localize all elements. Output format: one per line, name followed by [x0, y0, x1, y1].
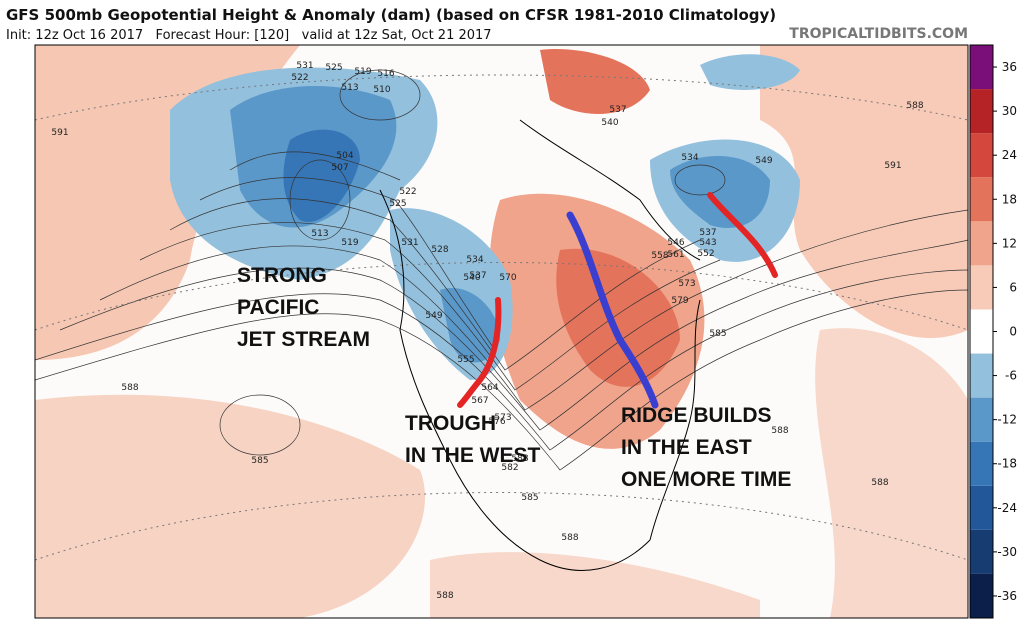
- colorbar-tick-label: -18: [997, 457, 1017, 471]
- colorbar-tick-label: 36: [1002, 60, 1017, 74]
- map-area: 531 525 519 516 522 513 510 504 507 513 519 522 525 5…: [35, 45, 968, 618]
- graticule: [35, 74, 968, 561]
- colorbar-band: [970, 353, 993, 398]
- contour-label: 588: [561, 533, 578, 543]
- contour-label: 510: [373, 85, 390, 95]
- contour-label: 525: [389, 199, 406, 209]
- contour-label: 591: [51, 128, 68, 138]
- contour-label: 576: [488, 417, 505, 427]
- contour-label: 585: [251, 456, 268, 466]
- colorbar-band: [970, 529, 993, 574]
- colorbar-tick-label: 0: [1009, 325, 1017, 339]
- annotation-text: JET STREAM: [237, 328, 370, 351]
- colorbar-tick-label: 30: [1002, 104, 1017, 118]
- colorbar-band: [970, 485, 993, 530]
- contour-label: 525: [325, 63, 342, 73]
- trough-axis-line: [457, 297, 502, 408]
- contour-label: 570: [499, 273, 516, 283]
- colorbar-tick-label: -36: [997, 589, 1017, 603]
- contour-label: 549: [755, 156, 772, 166]
- colorbar-tick-label: -12: [997, 413, 1017, 427]
- colorbar-band: [970, 133, 993, 178]
- contour-label: 588: [771, 426, 788, 436]
- colorbar-tick-label: 18: [1002, 192, 1017, 206]
- contour-label: 543: [699, 238, 716, 248]
- annotation-text: TROUGH: [405, 412, 496, 435]
- contour-label: 582: [501, 463, 518, 473]
- annotation-text: IN THE EAST: [621, 436, 752, 459]
- contour-label: 504: [336, 151, 353, 161]
- contour-label: 588: [871, 478, 888, 488]
- contour-label: 558: [651, 251, 668, 261]
- colorbar-tick-label: -6: [1005, 369, 1017, 383]
- coastlines: [379, 119, 701, 571]
- colorbar-tick-label: 6: [1009, 280, 1017, 294]
- contour-label: 555: [457, 355, 474, 365]
- contour-label: 573: [678, 279, 695, 289]
- contour-label: 516: [377, 69, 394, 79]
- contour-label: 522: [399, 187, 416, 197]
- contour-label: 537: [469, 271, 486, 281]
- contour-label: 588: [906, 101, 923, 111]
- map-subtitle: Init: 12z Oct 16 2017 Forecast Hour: [12…: [6, 28, 492, 43]
- contour-label: 585: [709, 329, 726, 339]
- contour-label: 537: [609, 105, 626, 115]
- height-contours: [35, 69, 968, 471]
- colorbar-band: [970, 441, 993, 486]
- contour-label: 588: [511, 454, 528, 464]
- contour-label: 567: [471, 396, 488, 406]
- contour-label: 552: [697, 249, 714, 259]
- contour-label: 549: [425, 311, 442, 321]
- ridge-axis-line: [566, 211, 659, 409]
- colorbar-band: [970, 573, 993, 618]
- colorbar-band: [970, 397, 993, 442]
- colorbar-band: [970, 89, 993, 134]
- trough-axis-line: [707, 192, 778, 278]
- annotation-text: PACIFIC: [237, 296, 319, 319]
- colorbar-band: [970, 309, 993, 354]
- contour-label: 588: [121, 383, 138, 393]
- contour-label: 531: [296, 61, 313, 71]
- contour-label: 507: [331, 163, 348, 173]
- annotation-text: IN THE WEST: [405, 444, 541, 467]
- contour-label: 573: [494, 413, 511, 423]
- contour-label: 561: [667, 250, 684, 260]
- contour-label: 531: [401, 238, 418, 248]
- map-title: GFS 500mb Geopotential Height & Anomaly …: [6, 6, 776, 24]
- colorbar-tick-label: -24: [997, 501, 1017, 515]
- contour-label: 585: [521, 493, 538, 503]
- annotation-text: RIDGE BUILDS: [621, 404, 772, 427]
- contour-label: 534: [466, 255, 483, 265]
- contour-label: 519: [354, 67, 371, 77]
- contour-label: 534: [681, 153, 698, 163]
- contour-label: 513: [311, 229, 328, 239]
- contour-label: 528: [431, 245, 448, 255]
- colorbar: 36 30 24 18 12 6 0 -6 -12 -18 -24 -30 -36: [969, 44, 1017, 619]
- contour-label: 540: [463, 273, 480, 283]
- contour-label: 522: [291, 73, 308, 83]
- map-frame: [34, 44, 969, 619]
- source-label: TROPICALTIDBITS.COM: [789, 26, 968, 42]
- colorbar-band: [970, 221, 993, 266]
- contour-label: 513: [341, 83, 358, 93]
- colorbar-band: [970, 177, 993, 222]
- contour-label: 591: [884, 161, 901, 171]
- colorbar-tick-label: -30: [997, 545, 1017, 559]
- contour-label: 588: [436, 591, 453, 601]
- contour-label: 540: [601, 118, 618, 128]
- contour-label: 519: [341, 238, 358, 248]
- annotation-text: ONE MORE TIME: [621, 468, 791, 491]
- contour-label: 546: [667, 238, 684, 248]
- colorbar-tick-label: 24: [1002, 148, 1017, 162]
- colorbar-band: [970, 265, 993, 310]
- colorbar-band: [970, 45, 993, 90]
- contour-label: 564: [481, 383, 498, 393]
- contour-label: 579: [671, 296, 688, 306]
- contour-label: 537: [699, 228, 716, 238]
- colorbar-tick-label: 12: [1002, 236, 1017, 250]
- annotation-text: STRONG: [237, 264, 327, 287]
